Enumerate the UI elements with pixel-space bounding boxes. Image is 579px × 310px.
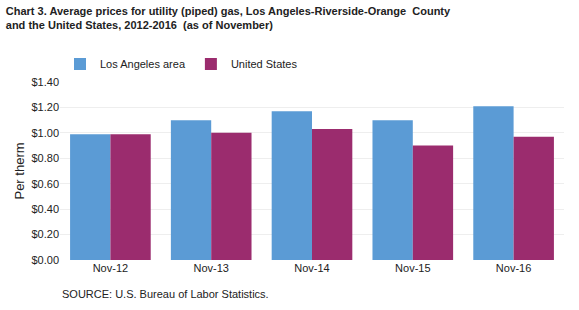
svg-text:$0.60: $0.60 [31,178,59,190]
svg-text:Nov-13: Nov-13 [193,262,228,274]
svg-text:$1.40: $1.40 [31,76,59,88]
svg-text:Nov-15: Nov-15 [395,262,430,274]
svg-text:Nov-16: Nov-16 [496,262,531,274]
svg-text:$1.20: $1.20 [31,101,59,113]
svg-text:Chart 3. Average prices for ut: Chart 3. Average prices for utility (pip… [6,5,451,31]
svg-text:$1.00: $1.00 [31,127,59,139]
svg-text:SOURCE: U.S. Bureau of Labor S: SOURCE: U.S. Bureau of Labor Statistics. [62,288,269,300]
svg-text:Nov-12: Nov-12 [93,262,128,274]
svg-text:$0.40: $0.40 [31,203,59,215]
svg-text:$0.00: $0.00 [31,254,59,266]
svg-text:Nov-14: Nov-14 [294,262,329,274]
svg-text:$0.20: $0.20 [31,228,59,240]
svg-text:Los Angeles area: Los Angeles area [100,58,186,70]
svg-text:Per therm: Per therm [12,142,27,199]
svg-text:$0.80: $0.80 [31,152,59,164]
svg-text:United States: United States [231,58,298,70]
